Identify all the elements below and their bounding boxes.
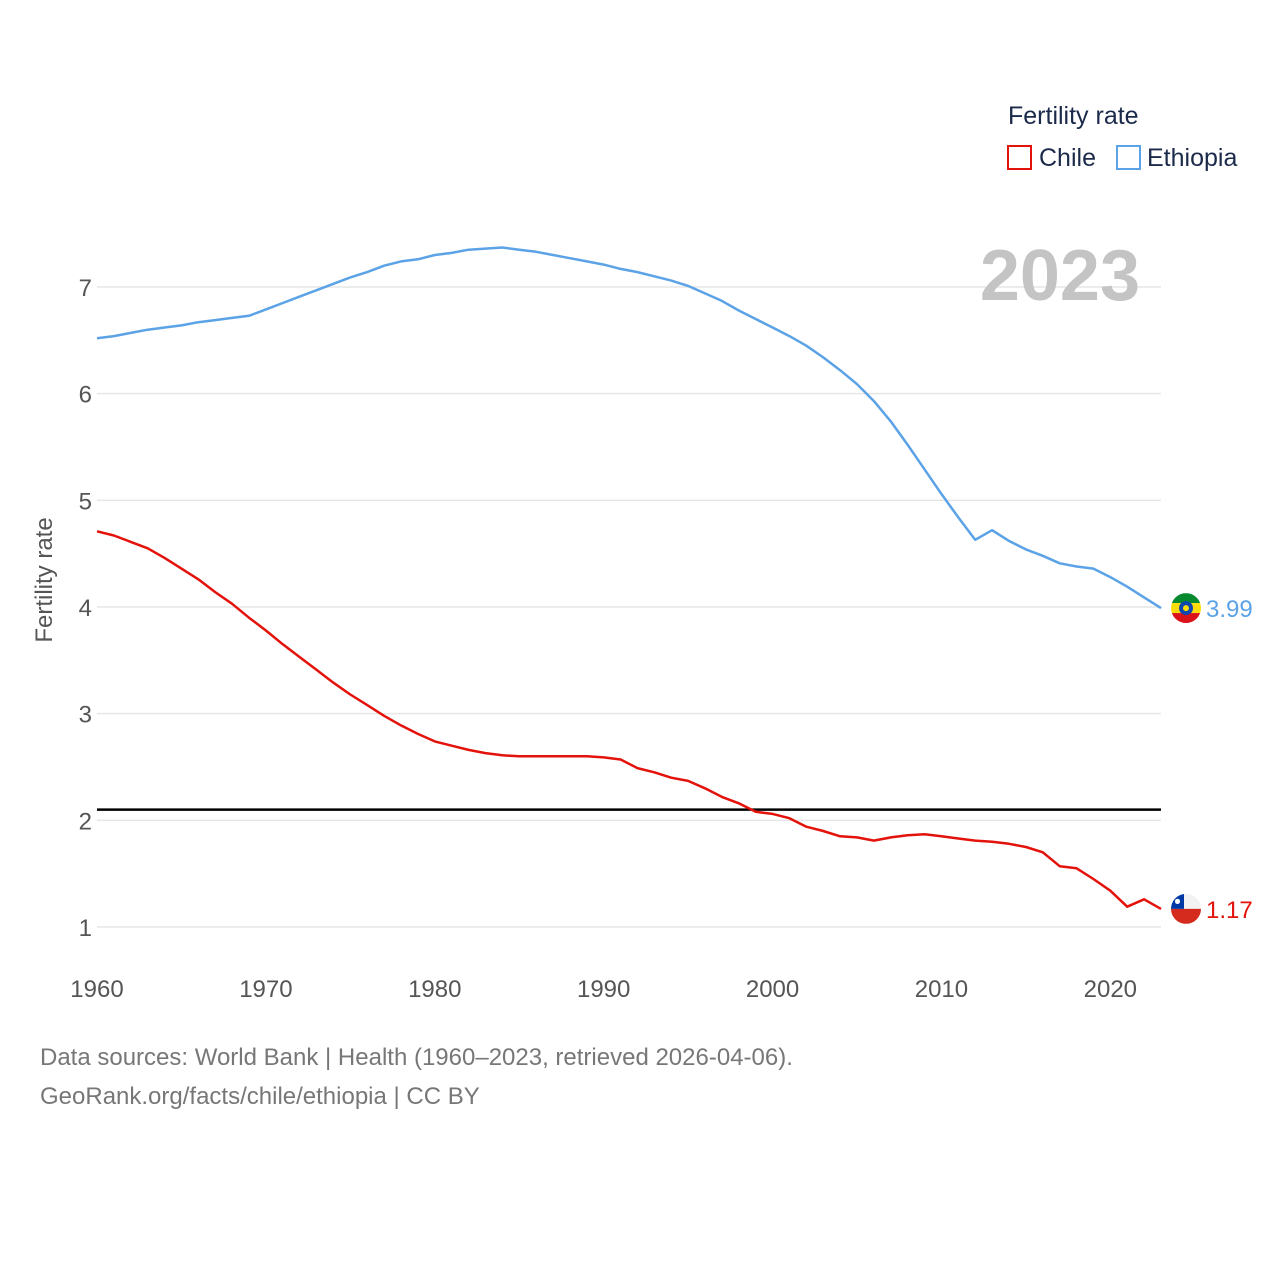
end-value-label-ethiopia: 3.99 [1206, 596, 1253, 623]
legend-item-chile[interactable]: Chile [1007, 144, 1096, 172]
series-line-ethiopia [96, 246, 1162, 610]
y-tick-label: 4 [79, 595, 92, 622]
legend-label-ethiopia: Ethiopia [1147, 144, 1237, 172]
ethiopia-flag-icon [1171, 593, 1201, 624]
legend-swatch-ethiopia [1116, 145, 1141, 170]
gridlines [97, 286, 1161, 928]
x-tick-label: 2000 [746, 976, 799, 1003]
y-tick-label: 1 [79, 915, 92, 942]
legend-title: Fertility rate [1008, 102, 1139, 130]
y-axis-title: Fertility rate [31, 517, 58, 642]
chile-flag-icon [1171, 893, 1201, 924]
x-tick-label: 1980 [408, 976, 461, 1003]
x-tick-label: 2010 [915, 976, 968, 1003]
legend-item-ethiopia[interactable]: Ethiopia [1116, 144, 1237, 172]
year-label: 2023 [980, 236, 1140, 316]
y-tick-label: 3 [79, 702, 92, 729]
source-link[interactable]: GeoRank.org/facts/chile/ethiopia | CC BY [40, 1083, 480, 1110]
series-end-markers: 1.17 3.99 [1171, 593, 1253, 924]
x-tick-label: 1990 [577, 976, 630, 1003]
fertility-chart: 1 2 3 4 5 6 7 1960 1970 1980 1990 2000 2010 2020 Fer… [31, 102, 1253, 1003]
y-tick-label: 2 [79, 808, 92, 835]
x-tick-label: 1970 [239, 976, 292, 1003]
y-tick-label: 6 [79, 382, 92, 409]
y-tick-label: 5 [79, 488, 92, 515]
x-tick-label: 1960 [70, 976, 123, 1003]
end-value-label-chile: 1.17 [1206, 897, 1253, 924]
y-tick-label: 7 [79, 275, 92, 302]
legend-swatch-chile [1007, 145, 1032, 170]
series-lines [96, 246, 1162, 910]
series-line-chile [96, 530, 1162, 910]
legend-label-chile: Chile [1039, 144, 1096, 172]
x-axis-ticks: 1960 1970 1980 1990 2000 2010 2020 [70, 976, 1137, 1003]
y-axis-ticks: 1 2 3 4 5 6 7 [79, 275, 92, 942]
x-tick-label: 2020 [1084, 976, 1137, 1003]
data-source-note: Data sources: World Bank | Health (1960–… [40, 1044, 793, 1071]
legend: Fertility rate Chile Ethiopia [1007, 102, 1237, 172]
